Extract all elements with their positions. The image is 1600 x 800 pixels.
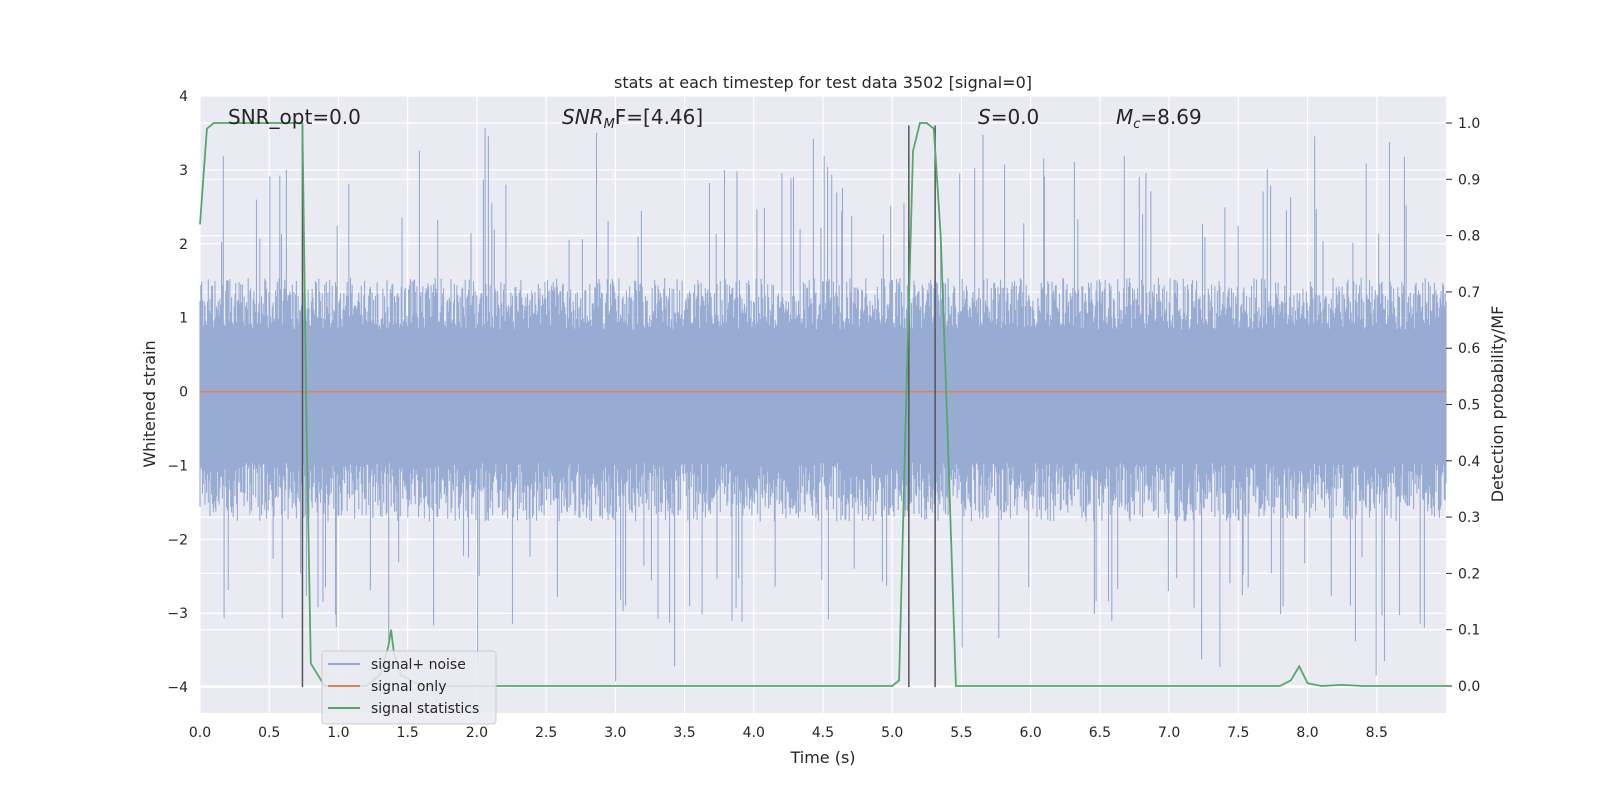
tick-labels: 0.0 0.5 1.0 1.5 2.0 2.5 3.0 3.5 4.0 4.5 5.0 5.5 6.0 6… [167, 89, 1480, 741]
x-tick-label: 4.5 [812, 725, 834, 741]
y-left-tick-label: 0 [179, 385, 188, 401]
y-left-tick-label: 1 [179, 311, 188, 327]
y-left-tick-label: 4 [179, 89, 188, 105]
x-tick-label: 1.5 [397, 725, 419, 741]
series-signal-plus-noise [199, 128, 1447, 682]
y-left-tick-label: −2 [167, 532, 188, 548]
y-left-tick-label: −1 [167, 458, 188, 474]
annotation-mc-sub: c [1133, 117, 1140, 132]
x-tick-label: 6.5 [1089, 725, 1111, 741]
annotation-s: S=0.0 [978, 105, 1039, 129]
y-right-tick-label: 0.9 [1458, 172, 1480, 188]
annotation-mc-prefix: M [1116, 105, 1133, 129]
y-right-tick-label: 0.0 [1458, 679, 1480, 695]
x-tick-label: 2.0 [466, 725, 488, 741]
y-right-tick-label: 0.8 [1458, 229, 1480, 245]
chart-title: stats at each timestep for test data 350… [614, 73, 1032, 92]
x-tick-label: 5.5 [950, 725, 972, 741]
annotation-snr-mf-sub: M [604, 117, 615, 132]
x-tick-label: 3.0 [604, 725, 626, 741]
annotation-s-value: =0.0 [991, 105, 1040, 129]
x-tick-label: 3.5 [673, 725, 695, 741]
y-right-tick-label: 0.3 [1458, 510, 1480, 526]
y-left-tick-label: 2 [179, 237, 188, 253]
legend-label-signal-only: signal only [371, 679, 446, 695]
legend-label-signal-statistics: signal statistics [371, 701, 479, 717]
legend: signal+ noise signal only signal statist… [321, 650, 497, 725]
x-tick-label: 7.0 [1158, 725, 1180, 741]
annotation-s-prefix: S [978, 105, 991, 129]
annotation-snr-mf-value: F=[4.46] [615, 105, 703, 129]
x-axis-label: Time (s) [789, 748, 855, 767]
y-right-tick-label: 0.4 [1458, 454, 1480, 470]
annotation-snr-opt: SNR_opt=0.0 [228, 105, 361, 129]
y-right-tick-label: 1.0 [1458, 116, 1480, 132]
y-right-tick-label: 0.2 [1458, 566, 1480, 582]
x-tick-label: 2.5 [535, 725, 557, 741]
legend-box [321, 650, 497, 725]
x-tick-label: 6.0 [1020, 725, 1042, 741]
x-tick-label: 1.0 [327, 725, 349, 741]
x-tick-label: 7.5 [1227, 725, 1249, 741]
marker-lines [301, 125, 936, 688]
legend-label-signal-plus-noise: signal+ noise [371, 657, 466, 673]
y-right-tick-label: 0.7 [1458, 285, 1480, 301]
signal-statistics-line [199, 122, 1446, 687]
annotation-mc-value: =8.69 [1140, 105, 1201, 129]
x-tick-label: 0.5 [258, 725, 280, 741]
x-tick-label: 5.0 [881, 725, 903, 741]
x-tick-label: 8.5 [1366, 725, 1388, 741]
y-axis-label-left: Whitened strain [140, 340, 159, 467]
x-tick-label: 0.0 [189, 725, 211, 741]
y-right-tick-label: 0.1 [1458, 623, 1480, 639]
y-left-tick-label: −4 [167, 680, 188, 696]
y-left-tick-label: −3 [167, 606, 188, 622]
y-right-tick-label: 0.5 [1458, 398, 1480, 414]
noise-trace [199, 128, 1447, 682]
y-right-tick-label: 0.6 [1458, 341, 1480, 357]
annotation-snr-mf: SNRMF=[4.46] [562, 105, 703, 132]
annotation-snr-mf-prefix: SNR [562, 105, 604, 129]
x-tick-label: 4.0 [743, 725, 765, 741]
y-axis-label-right: Detection probability/MF [1488, 306, 1507, 503]
y-left-tick-label: 3 [179, 163, 188, 179]
x-tick-label: 8.0 [1296, 725, 1318, 741]
series-signal-statistics [199, 122, 1446, 687]
annotation-mc: Mc=8.69 [1116, 105, 1202, 132]
